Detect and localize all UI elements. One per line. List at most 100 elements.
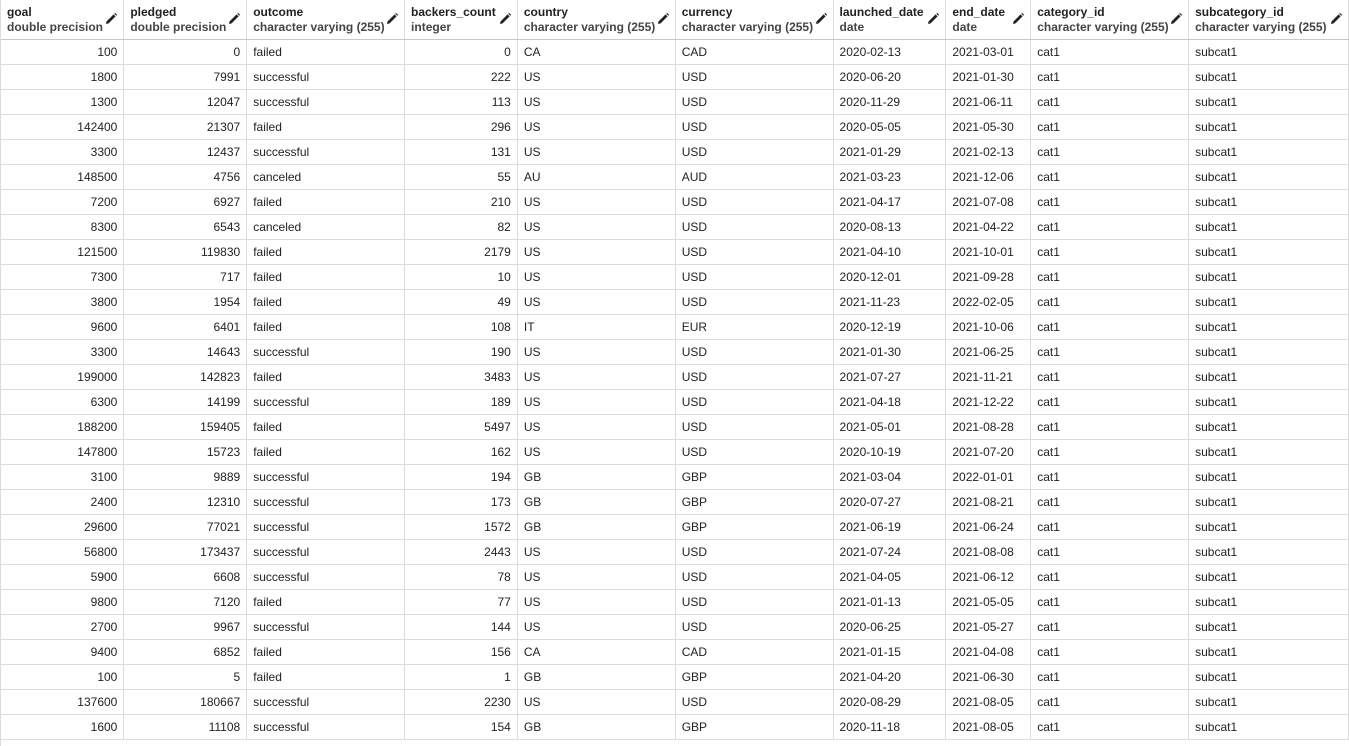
cell-launched-date[interactable]: 2020-12-19: [833, 314, 947, 340]
cell-currency[interactable]: USD: [675, 189, 834, 215]
cell-end-date[interactable]: 2021-05-05: [945, 589, 1032, 615]
cell-pledged[interactable]: 14199: [123, 389, 248, 415]
cell-pledged[interactable]: 119830: [123, 239, 248, 265]
cell-backers-count[interactable]: 2230: [404, 689, 518, 715]
cell-outcome[interactable]: successful: [246, 539, 406, 565]
cell-currency[interactable]: USD: [675, 614, 834, 640]
column-header-backers-count[interactable]: backers_count integer: [404, 0, 518, 40]
cell-outcome[interactable]: failed: [246, 264, 406, 290]
table-row[interactable]: 5900 6608 successful 78 US USD 2021-04-05 2021-…: [1, 564, 1349, 590]
column-header-goal[interactable]: goal double precision: [1, 0, 125, 40]
cell-goal[interactable]: 6300: [1, 389, 125, 415]
cell-country[interactable]: US: [517, 364, 676, 390]
table-row[interactable]: 9400 6852 failed 156 CA CAD 2021-01-15 2021-04-…: [1, 639, 1349, 665]
column-header-pledged[interactable]: pledged double precision: [123, 0, 248, 40]
cell-launched-date[interactable]: 2021-01-13: [833, 589, 947, 615]
cell-pledged[interactable]: 7991: [123, 64, 248, 90]
cell-pledged[interactable]: 6543: [123, 214, 248, 240]
cell-category-id[interactable]: cat1: [1030, 389, 1190, 415]
cell-outcome[interactable]: successful: [246, 564, 406, 590]
cell-launched-date[interactable]: 2021-07-27: [833, 364, 947, 390]
cell-subcategory-id[interactable]: subcat1: [1188, 689, 1349, 715]
pencil-icon[interactable]: [814, 12, 828, 26]
table-row[interactable]: 7200 6927 failed 210 US USD 2021-04-17 2021-07-…: [1, 189, 1349, 215]
cell-subcategory-id[interactable]: subcat1: [1188, 439, 1349, 465]
cell-goal[interactable]: 9400: [1, 639, 125, 665]
table-row[interactable]: 29600 77021 successful 1572 GB GBP 2021-06-19 2…: [1, 514, 1349, 540]
cell-launched-date[interactable]: 2020-11-29: [833, 89, 947, 115]
column-header-launched-date[interactable]: launched_date date: [833, 0, 947, 40]
cell-end-date[interactable]: 2021-07-08: [945, 189, 1032, 215]
table-row[interactable]: 1600 11108 successful 154 GB GBP 2020-11-18 202…: [1, 714, 1349, 740]
cell-goal[interactable]: 1600: [1, 714, 125, 740]
cell-subcategory-id[interactable]: subcat1: [1188, 514, 1349, 540]
cell-pledged[interactable]: 12047: [123, 89, 248, 115]
cell-backers-count[interactable]: 2179: [404, 239, 518, 265]
cell-goal[interactable]: 7200: [1, 189, 125, 215]
cell-pledged[interactable]: 77021: [123, 514, 248, 540]
cell-outcome[interactable]: successful: [246, 64, 406, 90]
cell-goal[interactable]: 9600: [1, 314, 125, 340]
cell-currency[interactable]: GBP: [675, 464, 834, 490]
cell-currency[interactable]: USD: [675, 389, 834, 415]
cell-pledged[interactable]: 5: [123, 664, 248, 690]
cell-subcategory-id[interactable]: subcat1: [1188, 39, 1349, 65]
cell-backers-count[interactable]: 5497: [404, 414, 518, 440]
cell-subcategory-id[interactable]: subcat1: [1188, 339, 1349, 365]
cell-category-id[interactable]: cat1: [1030, 314, 1190, 340]
cell-pledged[interactable]: 14643: [123, 339, 248, 365]
cell-country[interactable]: US: [517, 239, 676, 265]
cell-backers-count[interactable]: 78: [404, 564, 518, 590]
cell-country[interactable]: US: [517, 389, 676, 415]
cell-currency[interactable]: USD: [675, 214, 834, 240]
cell-end-date[interactable]: 2021-06-24: [945, 514, 1032, 540]
cell-currency[interactable]: USD: [675, 89, 834, 115]
cell-pledged[interactable]: 9889: [123, 464, 248, 490]
cell-pledged[interactable]: 6608: [123, 564, 248, 590]
cell-outcome[interactable]: failed: [246, 239, 406, 265]
table-row[interactable]: 9800 7120 failed 77 US USD 2021-01-13 2021-05-0…: [1, 589, 1349, 615]
cell-category-id[interactable]: cat1: [1030, 339, 1190, 365]
cell-goal[interactable]: 5900: [1, 564, 125, 590]
cell-category-id[interactable]: cat1: [1030, 539, 1190, 565]
cell-outcome[interactable]: canceled: [246, 214, 406, 240]
cell-launched-date[interactable]: 2020-08-13: [833, 214, 947, 240]
cell-currency[interactable]: USD: [675, 64, 834, 90]
cell-subcategory-id[interactable]: subcat1: [1188, 664, 1349, 690]
cell-currency[interactable]: AUD: [675, 164, 834, 190]
cell-subcategory-id[interactable]: subcat1: [1188, 464, 1349, 490]
table-row[interactable]: 142400 21307 failed 296 US USD 2020-05-05 2021-…: [1, 114, 1349, 140]
cell-subcategory-id[interactable]: subcat1: [1188, 414, 1349, 440]
table-row[interactable]: 100 5 failed 1 GB GBP 2021-04-20 2021-06-30 cat1…: [1, 664, 1349, 690]
cell-country[interactable]: US: [517, 614, 676, 640]
table-row[interactable]: 3800 1954 failed 49 US USD 2021-11-23 2022-02-0…: [1, 289, 1349, 315]
cell-end-date[interactable]: 2021-03-01: [945, 39, 1032, 65]
cell-backers-count[interactable]: 82: [404, 214, 518, 240]
cell-backers-count[interactable]: 49: [404, 289, 518, 315]
cell-goal[interactable]: 56800: [1, 539, 125, 565]
cell-launched-date[interactable]: 2021-01-29: [833, 139, 947, 165]
cell-outcome[interactable]: failed: [246, 314, 406, 340]
cell-subcategory-id[interactable]: subcat1: [1188, 714, 1349, 740]
cell-category-id[interactable]: cat1: [1030, 214, 1190, 240]
cell-launched-date[interactable]: 2020-02-13: [833, 39, 947, 65]
cell-category-id[interactable]: cat1: [1030, 489, 1190, 515]
cell-country[interactable]: GB: [517, 664, 676, 690]
cell-pledged[interactable]: 6852: [123, 639, 248, 665]
cell-currency[interactable]: GBP: [675, 714, 834, 740]
cell-launched-date[interactable]: 2020-12-01: [833, 264, 947, 290]
cell-country[interactable]: AU: [517, 164, 676, 190]
cell-backers-count[interactable]: 2443: [404, 539, 518, 565]
table-row[interactable]: 188200 159405 failed 5497 US USD 2021-05-01 202…: [1, 414, 1349, 440]
cell-country[interactable]: GB: [517, 514, 676, 540]
cell-launched-date[interactable]: 2021-03-23: [833, 164, 947, 190]
cell-end-date[interactable]: 2021-12-22: [945, 389, 1032, 415]
cell-end-date[interactable]: 2021-10-01: [945, 239, 1032, 265]
cell-currency[interactable]: CAD: [675, 639, 834, 665]
cell-end-date[interactable]: 2021-08-05: [945, 689, 1032, 715]
cell-category-id[interactable]: cat1: [1030, 514, 1190, 540]
cell-end-date[interactable]: 2021-01-30: [945, 64, 1032, 90]
cell-outcome[interactable]: successful: [246, 714, 406, 740]
cell-category-id[interactable]: cat1: [1030, 139, 1190, 165]
cell-goal[interactable]: 3300: [1, 139, 125, 165]
